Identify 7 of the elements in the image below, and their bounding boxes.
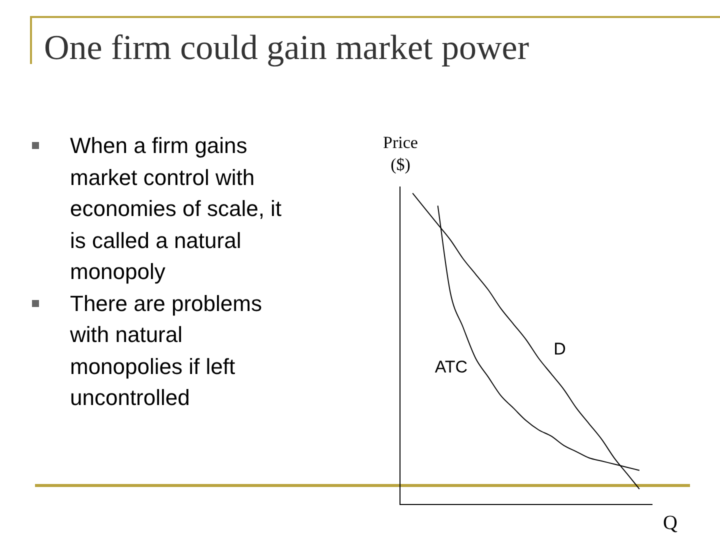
x-axis-title: Q <box>663 512 678 535</box>
text: When a firm gains market control with economies of scale, it is called a natural monopoly <box>70 133 282 284</box>
chart-title: One firm could gain market power <box>44 28 529 68</box>
y-axis-title: Price ($) <box>382 132 419 176</box>
series-label: ATC <box>434 357 468 376</box>
text: There are problems with natural monopolies if left uncontrolled <box>70 290 262 410</box>
series-label: D <box>554 339 566 358</box>
